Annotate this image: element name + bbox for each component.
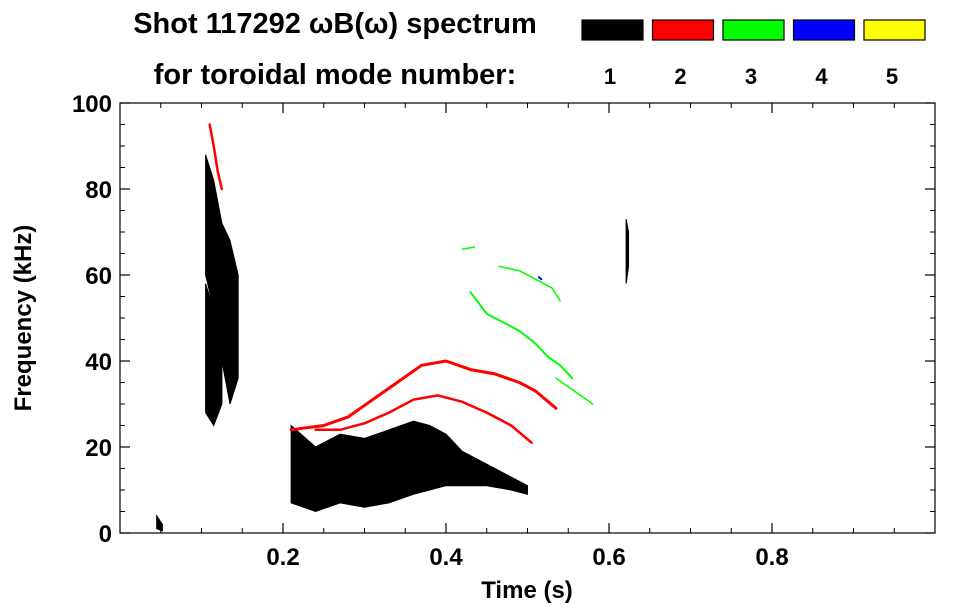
legend-label-mode-1: 1 — [604, 64, 616, 89]
spectrum-features — [156, 123, 630, 532]
y-axis-label: Frequency (kHz) — [10, 225, 37, 412]
legend-label-mode-2: 2 — [674, 64, 686, 89]
y-tick-label: 60 — [85, 263, 112, 290]
y-tick-label: 80 — [85, 177, 112, 204]
mode-2-line-5 — [289, 359, 558, 432]
mode-1-band-3 — [625, 219, 630, 284]
legend-swatch-mode-5 — [863, 19, 926, 41]
mode-2-line-7 — [208, 123, 224, 191]
x-tick-label: 0.6 — [592, 544, 625, 571]
legend-swatch-mode-1 — [581, 19, 644, 41]
x-tick-label: 0.2 — [266, 544, 299, 571]
mode-3-line-8 — [461, 246, 476, 250]
plot-frame — [119, 102, 936, 534]
x-axis-label: Time (s) — [481, 577, 573, 604]
legend-label-mode-5: 5 — [886, 64, 898, 89]
plot-area: 0 20 40 60 80 100 0.2 0.4 0.6 0.8 — [72, 91, 936, 571]
x-tick-label: 0.8 — [755, 544, 788, 571]
legend-swatch-mode-4 — [792, 19, 856, 41]
mode-4-line-12 — [537, 276, 543, 281]
legend-label-mode-3: 3 — [745, 64, 757, 89]
chart-title-line2: for toroidal mode number: — [154, 59, 517, 91]
mode-legend: 1 2 3 4 5 — [581, 19, 926, 89]
mode-3-line-10 — [469, 291, 574, 380]
mode-3-line-9 — [498, 265, 561, 302]
chart-title-line1: Shot 117292 ωB(ω) spectrum — [133, 8, 537, 40]
y-tick-label: 40 — [85, 349, 112, 376]
axis-ticks: 0 20 40 60 80 100 0.2 0.4 0.6 0.8 — [72, 91, 935, 571]
mode-1-band-0 — [205, 154, 239, 405]
y-tick-label: 100 — [72, 91, 112, 118]
mode-2-line-6 — [314, 394, 533, 444]
legend-label-mode-4: 4 — [815, 64, 828, 89]
mode-1-band-2 — [290, 420, 528, 513]
mode-1-band-4 — [156, 514, 163, 532]
mode-3-line-11 — [555, 377, 594, 405]
y-tick-label: 0 — [99, 521, 112, 548]
legend-swatch-mode-3 — [722, 19, 785, 41]
legend-swatch-mode-2 — [651, 19, 715, 41]
x-tick-label: 0.4 — [429, 544, 463, 571]
y-tick-label: 20 — [85, 435, 112, 462]
mode-1-band-1 — [205, 283, 223, 427]
